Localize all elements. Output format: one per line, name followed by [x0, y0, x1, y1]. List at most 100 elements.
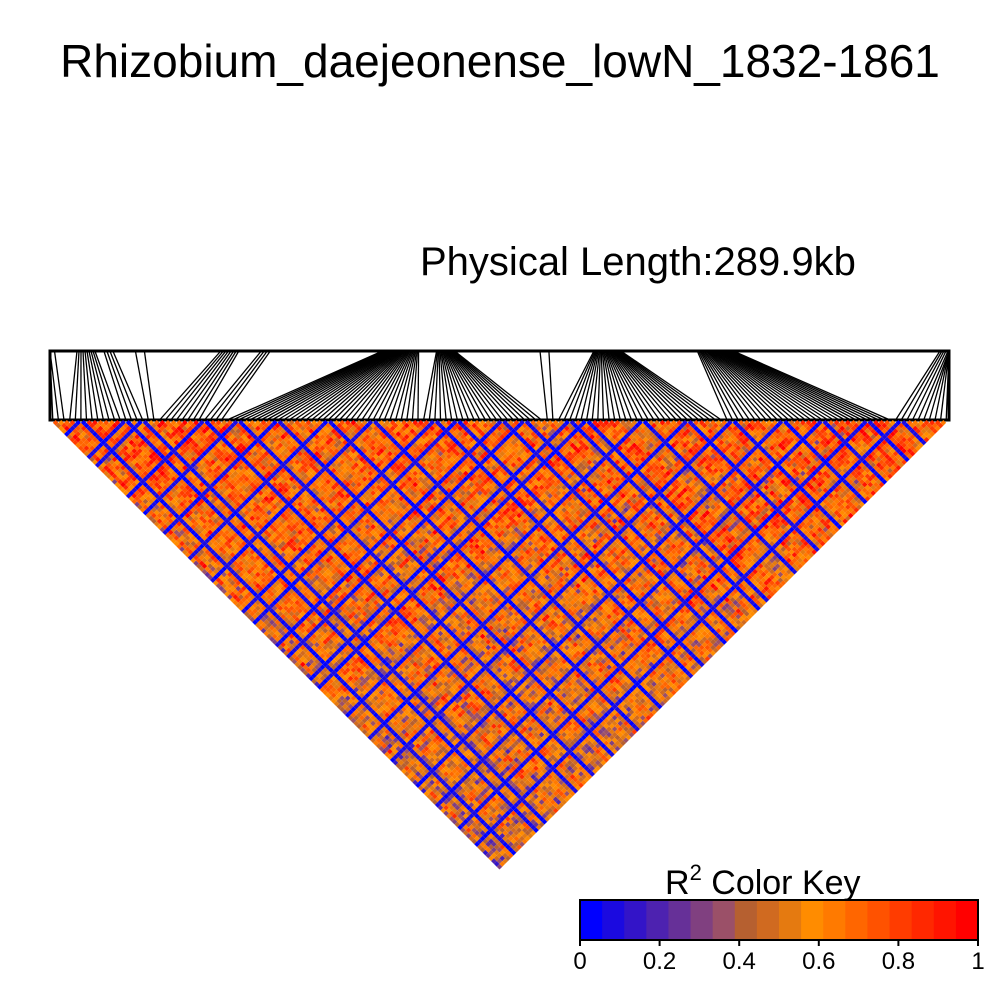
- ld-cell: [145, 484, 152, 491]
- ld-cell: [274, 613, 281, 620]
- ld-cell: [196, 540, 202, 547]
- ld-cell: [269, 625, 275, 631]
- ld-cell: [493, 861, 500, 867]
- snp-connector-line: [187, 350, 235, 421]
- ld-cell: [184, 535, 191, 541]
- ld-cell: [75, 431, 81, 437]
- snp-connector-line: [226, 350, 383, 421]
- ld-cell: [389, 751, 396, 758]
- ld-cell: [170, 509, 177, 516]
- snp-connector-line: [441, 350, 464, 421]
- ld-cell: [398, 759, 404, 766]
- ld-cell: [305, 672, 312, 679]
- ld-cell: [243, 611, 250, 617]
- ld-cell: [314, 675, 320, 682]
- ld-cell: [347, 714, 354, 721]
- ld-cell: [131, 487, 138, 494]
- ld-cell: [426, 793, 433, 800]
- ld-cell: [482, 838, 489, 845]
- snp-connector-line: [585, 350, 600, 421]
- ld-cell: [100, 450, 107, 457]
- ld-cell: [274, 641, 281, 648]
- ld-cell: [339, 684, 345, 690]
- ld-cell: [322, 672, 329, 679]
- ld-cell: [406, 751, 413, 758]
- ld-cell: [75, 442, 81, 449]
- snp-connector-line: [361, 350, 409, 421]
- ld-cell: [375, 731, 382, 738]
- ld-cell: [505, 849, 511, 856]
- ld-cell: [176, 521, 183, 527]
- ld-cell: [123, 467, 129, 474]
- snp-connector-line: [447, 350, 498, 421]
- ld-cell: [196, 546, 202, 553]
- ld-cell: [448, 810, 455, 817]
- ld-cell: [285, 625, 292, 631]
- ld-cell: [151, 512, 157, 519]
- ld-cell: [173, 540, 180, 547]
- snp-connector-line: [282, 350, 394, 421]
- snp-connector-line: [378, 350, 412, 421]
- ld-cell: [151, 518, 157, 524]
- ld-cell: [215, 577, 222, 583]
- ld-cell: [462, 802, 469, 808]
- ld-cell: [204, 554, 211, 561]
- ld-cell: [406, 757, 413, 763]
- ld-cell: [137, 498, 143, 505]
- ld-cell: [446, 790, 452, 797]
- ld-cell: [502, 858, 508, 864]
- snp-connector-line: [728, 350, 868, 421]
- ld-cell: [434, 773, 441, 780]
- ld-cell: [165, 509, 171, 516]
- ld-cell: [370, 737, 376, 744]
- ld-cell: [193, 537, 199, 544]
- snp-connector-line: [442, 350, 470, 421]
- ld-cell: [499, 861, 506, 867]
- snp-connector-line: [53, 350, 65, 421]
- snp-connector-line: [539, 350, 548, 421]
- ld-cell: [201, 552, 208, 558]
- ld-cell: [280, 636, 286, 642]
- ld-cell: [499, 838, 506, 845]
- ld-cell: [403, 759, 410, 766]
- ld-cell: [370, 726, 376, 732]
- ld-cell: [361, 717, 368, 724]
- ld-cell: [389, 745, 396, 752]
- ld-cell: [432, 799, 438, 805]
- ld-cell: [471, 821, 478, 828]
- ld-cell: [215, 571, 222, 578]
- ld-cell: [187, 537, 194, 544]
- ld-cell: [361, 729, 368, 735]
- ld-cell: [187, 526, 194, 533]
- ld-cell: [182, 549, 188, 555]
- ld-cell: [249, 599, 256, 606]
- ld-cell: [159, 521, 166, 527]
- ld-cell: [359, 703, 365, 710]
- ld-cell: [179, 535, 185, 541]
- ld-cell: [488, 849, 494, 856]
- snp-connector-line: [237, 350, 385, 421]
- ld-cell: [167, 529, 174, 536]
- ld-cell: [381, 720, 388, 727]
- ld-cell: [339, 689, 345, 696]
- ld-cell: [255, 622, 261, 628]
- ld-cell: [277, 633, 284, 640]
- snp-connector-line: [389, 350, 414, 421]
- ld-cell: [241, 591, 247, 597]
- ld-cell: [375, 714, 382, 721]
- ld-cell: [218, 585, 225, 592]
- snp-connector-line: [725, 350, 857, 421]
- snp-connector-line: [452, 350, 531, 421]
- ld-cell: [412, 773, 419, 780]
- ld-cell: [221, 571, 227, 578]
- ld-cell: [409, 776, 416, 783]
- ld-cell: [162, 512, 168, 519]
- ld-cell: [137, 476, 143, 482]
- snp-connector-line: [569, 350, 597, 421]
- ld-cell: [260, 622, 267, 628]
- ld-cell: [493, 849, 500, 856]
- ld-cell: [446, 802, 452, 808]
- snp-connector-line: [215, 350, 268, 421]
- ld-cell: [415, 754, 421, 760]
- snp-connector-line: [945, 350, 950, 421]
